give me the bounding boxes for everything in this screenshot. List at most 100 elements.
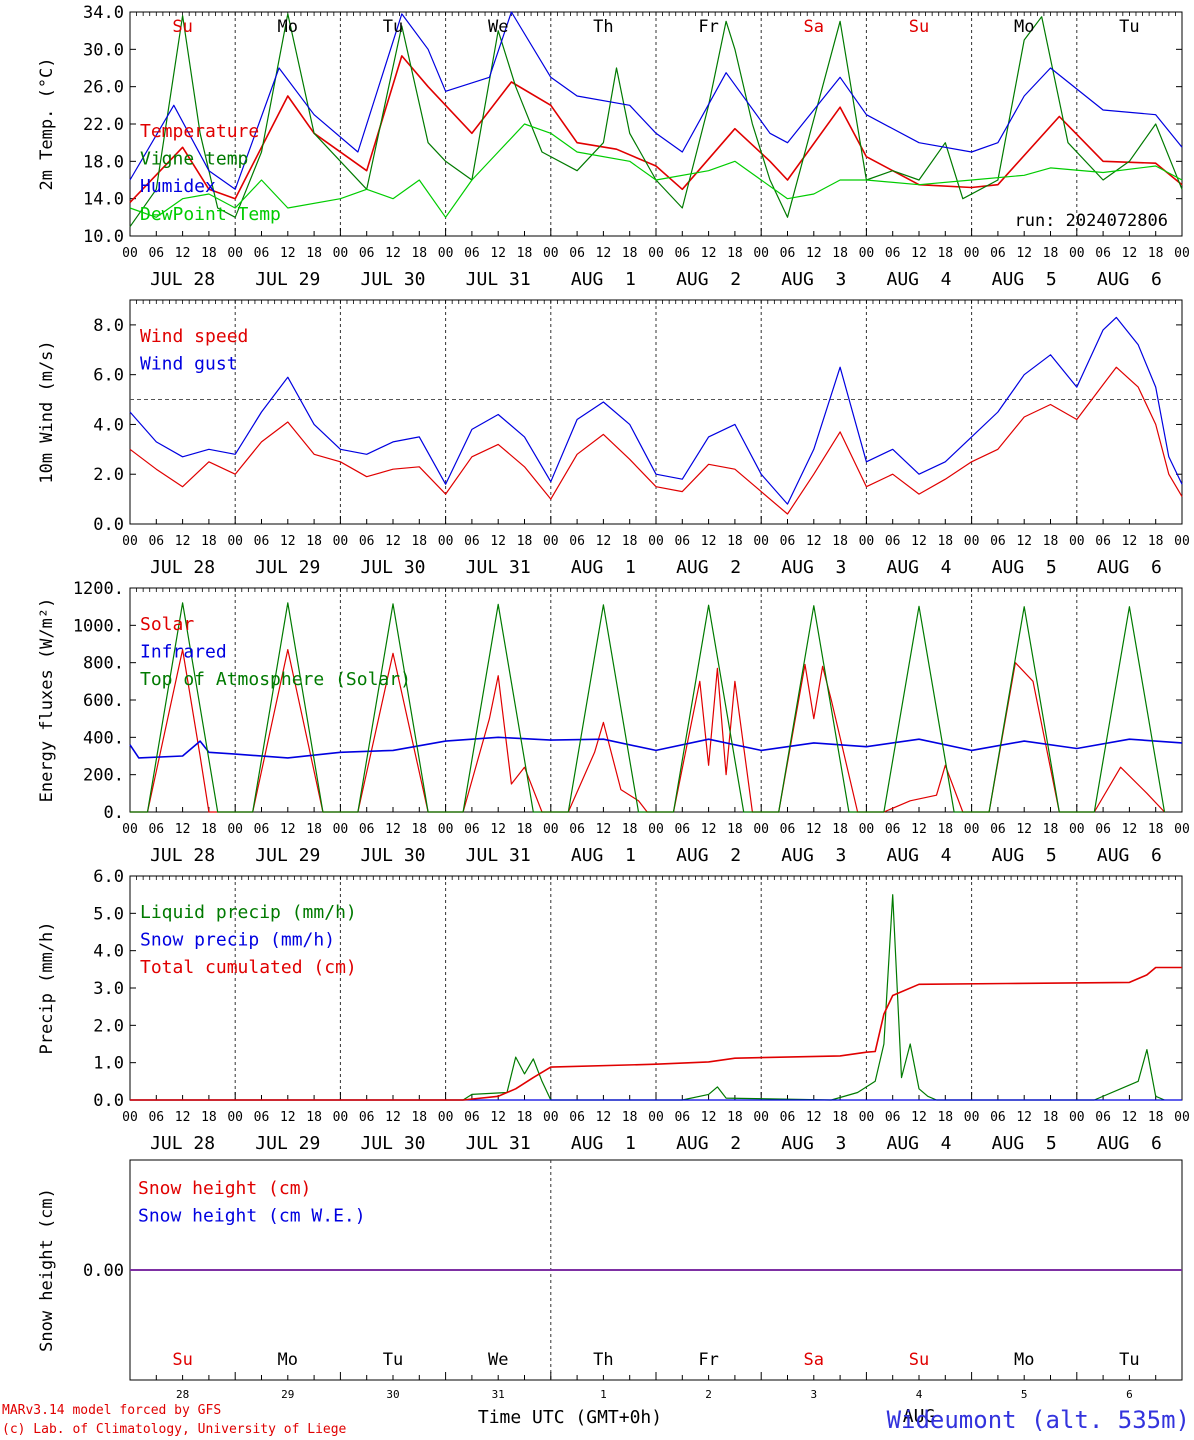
hour-label: 12: [385, 534, 401, 549]
hour-label: 12: [806, 246, 822, 261]
hour-label: 06: [148, 1110, 164, 1125]
hour-label: 18: [306, 246, 322, 261]
hour-label: 18: [517, 1110, 533, 1125]
weekday-label: Tu: [383, 1350, 403, 1370]
hour-label: 06: [359, 822, 375, 837]
hour-label: 00: [1069, 246, 1085, 261]
date-label: AUG 2: [676, 1133, 741, 1154]
hour-label: 00: [227, 822, 243, 837]
hour-label: 12: [911, 246, 927, 261]
hour-label: 18: [1148, 246, 1164, 261]
date-label: AUG 5: [992, 269, 1057, 290]
hour-label: 12: [175, 1110, 191, 1125]
legend-entry: Snow height (cm): [138, 1178, 311, 1199]
hour-label: 00: [543, 822, 559, 837]
hour-label: 06: [254, 246, 270, 261]
hour-label: 12: [596, 822, 612, 837]
hour-label: 18: [201, 1110, 217, 1125]
hour-label: 12: [385, 246, 401, 261]
hour-label: 18: [727, 534, 743, 549]
hour-label: 00: [122, 534, 138, 549]
hour-label: 06: [254, 534, 270, 549]
weekday-label: Mo: [278, 17, 298, 37]
hour-label: 18: [622, 822, 638, 837]
hour-label: 18: [411, 1110, 427, 1125]
series-line-liquid-precip-mm-h-: [130, 894, 1165, 1101]
date-label: AUG 3: [781, 557, 846, 578]
hour-label: 00: [648, 246, 664, 261]
legend-entry: Temperature: [140, 121, 259, 142]
hour-label: 18: [622, 1110, 638, 1125]
hour-label: 18: [1043, 1110, 1059, 1125]
hour-label: 06: [674, 1110, 690, 1125]
hour-label: 00: [543, 534, 559, 549]
legend-entry: Humidex: [140, 176, 216, 197]
hour-label: 12: [280, 822, 296, 837]
hour-label: 06: [569, 246, 585, 261]
hour-label: 00: [648, 822, 664, 837]
hour-label: 12: [385, 822, 401, 837]
hour-label: 18: [306, 822, 322, 837]
y-tick-label: 34.0: [83, 3, 124, 23]
hour-label: 18: [411, 822, 427, 837]
hour-label: 12: [490, 246, 506, 261]
date-label: AUG 5: [992, 845, 1057, 866]
hour-label: 18: [411, 534, 427, 549]
y-tick-label: 0.: [104, 803, 124, 823]
date-label: JUL 31: [466, 557, 531, 578]
hour-label: 06: [464, 534, 480, 549]
hour-label: 12: [701, 1110, 717, 1125]
weekday-label: Mo: [278, 1350, 298, 1370]
hour-label: 06: [464, 1110, 480, 1125]
series-line-top-of-atmosphere-solar-: [130, 602, 1166, 813]
legend-entry: DewPoint Temp: [140, 204, 281, 225]
y-tick-label: 6.0: [93, 366, 124, 386]
hour-label: 18: [306, 1110, 322, 1125]
chart-panel-2: 0.0 2.0 4.0 6.0 8.0 10m Wind (m/s) Wind speed W…: [37, 299, 1190, 578]
hour-label: 18: [1148, 534, 1164, 549]
hour-label: 00: [964, 246, 980, 261]
y-tick-label: 0.0: [93, 1091, 124, 1111]
chart-panel-4: 0.0 1.0 2.0 3.0 4.0 5.0 6.0 Precip (mm/h) Liquid…: [37, 867, 1190, 1154]
date-label: AUG 1: [571, 269, 636, 290]
weekday-label: Su: [172, 17, 192, 37]
month-label: AUG: [903, 1406, 936, 1427]
weekday-label: Mo: [1014, 1350, 1034, 1370]
hour-label: 06: [885, 1110, 901, 1125]
hour-label: 18: [832, 1110, 848, 1125]
day-number-label: 4: [916, 1388, 923, 1401]
y-tick-label: 4.0: [93, 415, 124, 435]
day-number-label: 6: [1126, 1388, 1133, 1401]
y-tick-label: 3.0: [93, 979, 124, 999]
hour-label: 00: [122, 822, 138, 837]
date-label: JUL 29: [255, 1133, 320, 1154]
hour-label: 06: [780, 1110, 796, 1125]
weekday-label: Tu: [1119, 17, 1139, 37]
hour-label: 18: [411, 246, 427, 261]
weekday-label: We: [488, 17, 508, 37]
date-label: AUG 6: [1097, 557, 1162, 578]
weekday-label: We: [488, 1350, 508, 1370]
hour-label: 18: [727, 822, 743, 837]
hour-label: 00: [543, 246, 559, 261]
y-tick-label: 0.0: [93, 515, 124, 535]
y-tick-label: 2.0: [93, 465, 124, 485]
weekday-label: Sa: [804, 17, 824, 37]
series-line-temperature: [129, 55, 1183, 203]
hour-label: 00: [753, 822, 769, 837]
hour-label: 00: [859, 1110, 875, 1125]
series-line-vigne-temp: [129, 13, 1183, 228]
legend-entry: Wind speed: [140, 326, 248, 347]
date-label: AUG 1: [571, 845, 636, 866]
hour-label: 12: [280, 246, 296, 261]
hour-label: 06: [674, 246, 690, 261]
hour-label: 06: [780, 246, 796, 261]
legend-entry: Wind gust: [140, 354, 238, 375]
hour-label: 06: [885, 246, 901, 261]
hour-label: 00: [859, 534, 875, 549]
hour-label: 18: [1148, 822, 1164, 837]
hour-label: 00: [1069, 822, 1085, 837]
weekday-label: Tu: [1119, 1350, 1139, 1370]
hour-label: 12: [1122, 822, 1138, 837]
hour-label: 00: [1174, 534, 1190, 549]
